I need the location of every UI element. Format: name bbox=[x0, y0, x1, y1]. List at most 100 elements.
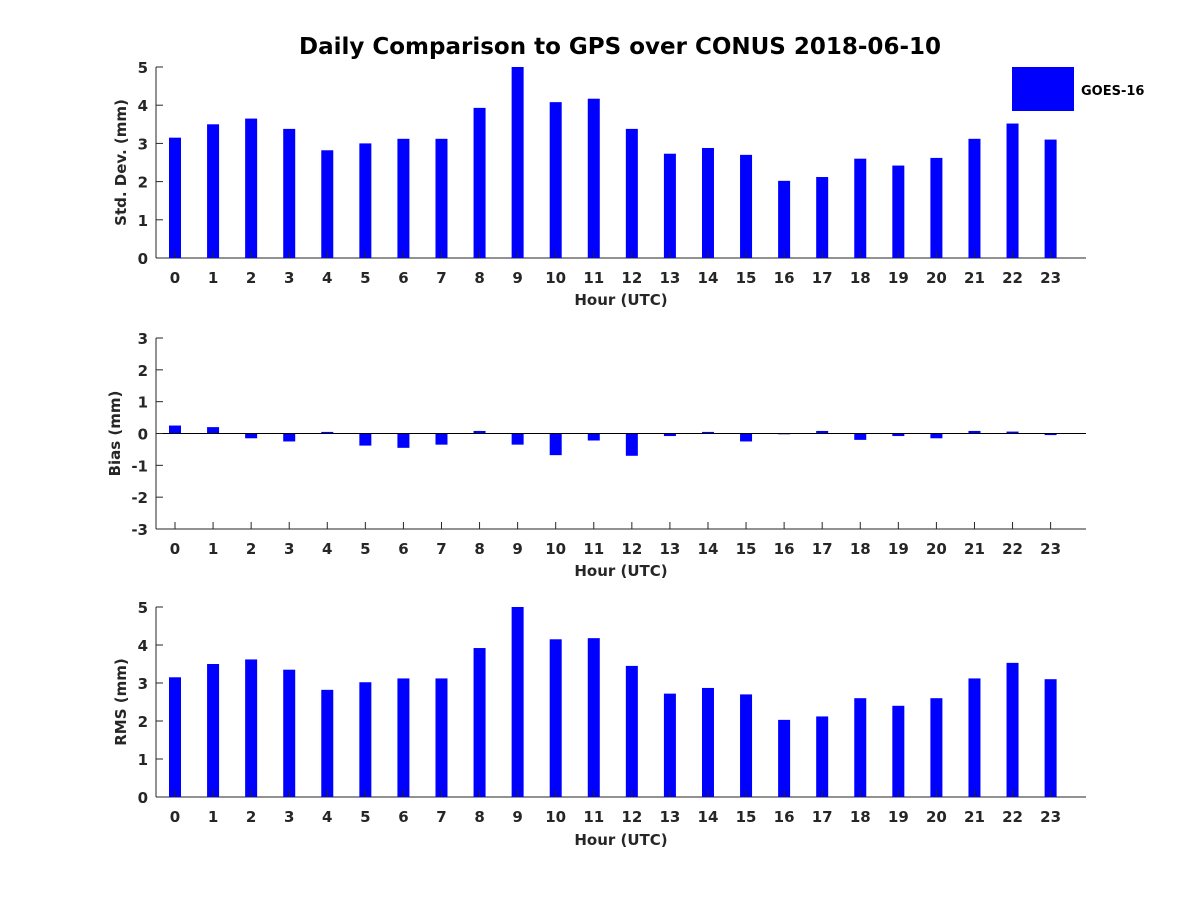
rms-x-tick-label: 21 bbox=[964, 808, 985, 826]
bias-x-tick-label: 23 bbox=[1040, 540, 1061, 558]
bias-x-tick-label: 14 bbox=[698, 540, 719, 558]
bias-bar bbox=[511, 433, 524, 445]
rms-x-tick-label: 11 bbox=[583, 808, 604, 826]
rms-y-axis-label: RMS (mm) bbox=[112, 658, 130, 745]
bias-bar bbox=[816, 430, 829, 434]
std-dev-x-tick-label: 3 bbox=[284, 269, 294, 287]
rms-bar bbox=[435, 678, 448, 797]
std-dev-y-axis-label: Std. Dev. (mm) bbox=[112, 99, 130, 226]
rms-x-tick-label: 9 bbox=[512, 808, 522, 826]
bias-bar bbox=[321, 431, 334, 434]
bias-y-tick-label: 0 bbox=[138, 426, 148, 444]
bias-bar bbox=[549, 433, 562, 456]
bias-x-tick-label: 3 bbox=[284, 540, 294, 558]
rms-x-tick-label: 10 bbox=[545, 808, 566, 826]
rms-x-tick-label: 12 bbox=[621, 808, 642, 826]
std-dev-x-tick-label: 18 bbox=[850, 269, 871, 287]
rms-x-tick-label: 13 bbox=[659, 808, 680, 826]
bias-x-tick-label: 16 bbox=[774, 540, 795, 558]
bias-x-tick-label: 6 bbox=[398, 540, 408, 558]
std-dev-bar bbox=[968, 138, 981, 258]
rms-x-tick-label: 0 bbox=[170, 808, 180, 826]
bias-x-tick-label: 22 bbox=[1002, 540, 1023, 558]
rms-x-tick-label: 19 bbox=[888, 808, 909, 826]
bias-bar bbox=[701, 431, 714, 434]
std-dev-bar bbox=[625, 128, 638, 258]
std-dev-x-tick-label: 19 bbox=[888, 269, 909, 287]
std-dev-x-tick-label: 9 bbox=[512, 269, 522, 287]
bias-bar bbox=[473, 430, 486, 434]
rms-x-tick-label: 23 bbox=[1040, 808, 1061, 826]
rms-x-tick-label: 5 bbox=[360, 808, 370, 826]
bias-y-tick-label: 1 bbox=[138, 394, 148, 412]
bias-bar bbox=[663, 433, 676, 437]
std-dev-y-tick-label: 2 bbox=[138, 174, 148, 192]
std-dev-x-tick-label: 1 bbox=[208, 269, 218, 287]
bias-x-tick-label: 8 bbox=[474, 540, 484, 558]
rms-y-tick-label: 2 bbox=[138, 713, 148, 731]
std-dev-x-axis-label: Hour (UTC) bbox=[574, 291, 667, 309]
bias-bar bbox=[359, 433, 372, 446]
std-dev-bar bbox=[816, 177, 829, 258]
rms-bar bbox=[816, 716, 829, 797]
rms-x-tick-label: 4 bbox=[322, 808, 332, 826]
rms-y-tick-label: 5 bbox=[138, 599, 148, 617]
rms-bar bbox=[740, 694, 753, 797]
std-dev-bar bbox=[359, 143, 372, 258]
rms-bar bbox=[968, 678, 981, 797]
bias-x-tick-label: 19 bbox=[888, 540, 909, 558]
rms-bar bbox=[169, 677, 181, 797]
std-dev-x-tick-label: 21 bbox=[964, 269, 985, 287]
rms-bar bbox=[1006, 662, 1019, 797]
rms-y-tick-label: 4 bbox=[138, 637, 148, 655]
std-dev-bar bbox=[169, 137, 181, 258]
rms-bar bbox=[511, 607, 524, 797]
std-dev-x-tick-label: 17 bbox=[812, 269, 833, 287]
rms-bar bbox=[321, 689, 334, 797]
rms-bar bbox=[892, 705, 905, 797]
std-dev-bar bbox=[397, 138, 410, 258]
bias-bar bbox=[930, 433, 943, 439]
std-dev-x-tick-label: 6 bbox=[398, 269, 408, 287]
rms-bar bbox=[587, 638, 600, 797]
rms-x-tick-label: 17 bbox=[812, 808, 833, 826]
std-dev-x-tick-label: 20 bbox=[926, 269, 947, 287]
std-dev-bar bbox=[549, 102, 562, 258]
std-dev-bar bbox=[663, 153, 676, 258]
rms-bar bbox=[701, 687, 714, 797]
std-dev-bar bbox=[283, 128, 296, 258]
std-dev-x-tick-label: 2 bbox=[246, 269, 256, 287]
rms-x-tick-label: 20 bbox=[926, 808, 947, 826]
bias-bar bbox=[1006, 431, 1019, 434]
rms-bar bbox=[397, 678, 410, 797]
bias-y-tick-label: 3 bbox=[138, 330, 148, 348]
std-dev-bar bbox=[701, 147, 714, 258]
rms-x-tick-label: 6 bbox=[398, 808, 408, 826]
legend-swatch bbox=[1012, 67, 1074, 111]
std-dev-x-tick-label: 22 bbox=[1002, 269, 1023, 287]
rms-x-tick-label: 3 bbox=[284, 808, 294, 826]
bias-x-tick-label: 0 bbox=[170, 540, 180, 558]
rms-bar bbox=[663, 693, 676, 797]
rms-x-tick-label: 18 bbox=[850, 808, 871, 826]
std-dev-x-tick-label: 16 bbox=[774, 269, 795, 287]
bias-x-tick-label: 10 bbox=[545, 540, 566, 558]
std-dev-x-tick-label: 11 bbox=[583, 269, 604, 287]
std-dev-bar bbox=[1044, 139, 1057, 258]
std-dev-x-tick-label: 23 bbox=[1040, 269, 1061, 287]
rms-bar bbox=[359, 682, 372, 797]
bias-bar bbox=[207, 427, 220, 434]
std-dev-x-tick-label: 7 bbox=[436, 269, 446, 287]
std-dev-y-tick-label: 0 bbox=[138, 250, 148, 268]
legend: GOES-16 bbox=[1012, 67, 1144, 111]
bias-bar bbox=[245, 433, 258, 439]
bias-bar bbox=[740, 433, 753, 442]
rms-bar bbox=[1044, 679, 1057, 797]
bias-y-tick-label: -2 bbox=[131, 489, 148, 507]
rms-x-tick-label: 1 bbox=[208, 808, 218, 826]
rms-y-tick-label: 1 bbox=[138, 751, 148, 769]
bias-bar bbox=[854, 433, 867, 440]
bias-y-tick-label: -3 bbox=[131, 521, 148, 539]
std-dev-y-tick-label: 4 bbox=[138, 97, 148, 115]
